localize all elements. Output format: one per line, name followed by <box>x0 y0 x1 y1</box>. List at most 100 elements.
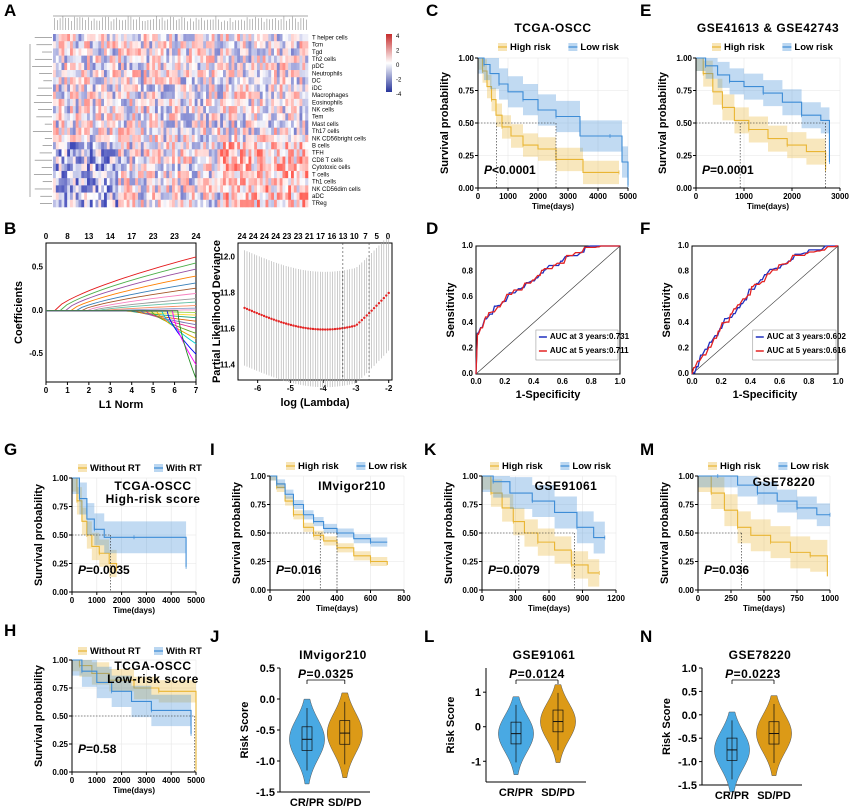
heatmap-cell <box>89 178 93 186</box>
km-ci-band-series-2 <box>270 476 388 547</box>
heatmap-cell <box>228 48 232 56</box>
heatmap-cell <box>203 48 207 56</box>
heatmap-cell <box>177 48 181 56</box>
heatmap-cell <box>206 91 210 100</box>
heatmap-cell <box>146 91 150 100</box>
x-tick-label: 1000 <box>88 776 106 785</box>
top-tick-label: 24 <box>260 232 269 241</box>
heatmap-cell <box>223 77 227 85</box>
heatmap-cell <box>180 106 184 114</box>
top-tick-label: 17 <box>316 232 325 241</box>
heatmap-cell <box>288 98 292 107</box>
heatmap-cell <box>81 120 85 129</box>
heatmap-cell <box>206 163 210 172</box>
heatmap-cell <box>160 48 164 56</box>
heatmap-cell <box>166 178 170 186</box>
heatmap-cell <box>254 134 258 143</box>
heatmap-cell <box>58 178 62 186</box>
heatmap-cell <box>299 91 303 100</box>
legend-label-series-1: Without RT <box>90 463 141 474</box>
heatmap-cell <box>118 142 122 150</box>
heatmap-cell <box>112 48 116 56</box>
heatmap-cell <box>197 77 201 85</box>
violin-title: GSE78220 <box>729 648 792 662</box>
heatmap-cell <box>259 185 263 193</box>
heatmap-cell <box>262 127 266 136</box>
x-tick-label: 4000 <box>162 596 180 605</box>
lasso-coef-path <box>46 301 197 312</box>
heatmap-cell <box>208 134 212 143</box>
heatmap-cell <box>89 120 93 129</box>
heatmap-cell <box>285 41 289 49</box>
heatmap-cell <box>101 62 105 71</box>
heatmap-cell <box>194 91 198 100</box>
heatmap-cell <box>58 170 62 179</box>
heatmap-cell <box>305 170 309 179</box>
heatmap-cell <box>197 199 201 208</box>
heatmap-cell <box>254 163 258 172</box>
heatmap-cell <box>285 98 289 107</box>
heatmap-cell <box>55 199 59 208</box>
heatmap-cell <box>240 120 244 129</box>
heatmap-cell <box>89 62 93 71</box>
heatmap-cell <box>118 199 122 208</box>
heatmap-cell <box>189 156 193 165</box>
cv-point <box>380 299 383 302</box>
heatmap-cell <box>123 156 127 165</box>
violin-ylabel: Risk Score <box>445 697 457 754</box>
heatmap-cell <box>123 185 127 193</box>
cv-point <box>326 328 329 331</box>
heatmap-cell <box>282 127 286 136</box>
heatmap-cell <box>98 163 102 172</box>
heatmap-cell <box>208 98 212 107</box>
heatmap-cell <box>123 55 127 64</box>
heatmap-cell <box>84 34 88 42</box>
heatmap-cell <box>200 134 204 143</box>
heatmap-cell <box>262 163 266 172</box>
heatmap-cell <box>237 84 241 92</box>
heatmap-cell <box>177 178 181 186</box>
heatmap-cell <box>191 192 195 201</box>
heatmap-cell <box>89 192 93 201</box>
heatmap-cell <box>155 192 159 201</box>
heatmap-cell <box>254 62 258 71</box>
heatmap-cell <box>234 134 238 143</box>
heatmap-cell <box>285 156 289 165</box>
heatmap-cell <box>180 55 184 64</box>
heatmap-cell <box>101 178 105 186</box>
heatmap-cell <box>152 142 156 150</box>
heatmap-cell <box>259 163 263 172</box>
panel-label-i: I <box>210 440 215 459</box>
heatmap-cell <box>149 62 153 71</box>
heatmap-cell <box>251 70 255 78</box>
heatmap-cell <box>146 134 150 143</box>
heatmap-cell <box>177 55 181 64</box>
heatmap-cell <box>101 134 105 143</box>
heatmap-cell <box>61 156 65 165</box>
heatmap-cell <box>217 113 221 121</box>
heatmap-cell <box>288 84 292 92</box>
heatmap-cell <box>271 91 275 100</box>
heatmap-cell <box>203 62 207 71</box>
heatmap-cell <box>200 91 204 100</box>
heatmap-cell <box>78 142 82 150</box>
heatmap-cell <box>282 55 286 64</box>
heatmap-cell <box>55 55 59 64</box>
heatmap-cell <box>98 185 102 193</box>
heatmap-cell <box>95 192 99 201</box>
heatmap-cell <box>265 134 269 143</box>
heatmap-cell <box>234 185 238 193</box>
heatmap-cell <box>217 185 221 193</box>
heatmap-cell <box>237 98 241 107</box>
heatmap-cell <box>208 113 212 121</box>
x-tick-label: 3000 <box>831 192 849 201</box>
heatmap-cell <box>129 156 133 165</box>
heatmap-cell <box>166 199 170 208</box>
heatmap-cell <box>78 134 82 143</box>
heatmap-cell <box>197 34 201 42</box>
heatmap-cell <box>299 178 303 186</box>
heatmap-cell <box>81 199 85 208</box>
heatmap-cell <box>220 199 224 208</box>
heatmap-cell <box>115 120 119 129</box>
heatmap-cell <box>61 170 65 179</box>
